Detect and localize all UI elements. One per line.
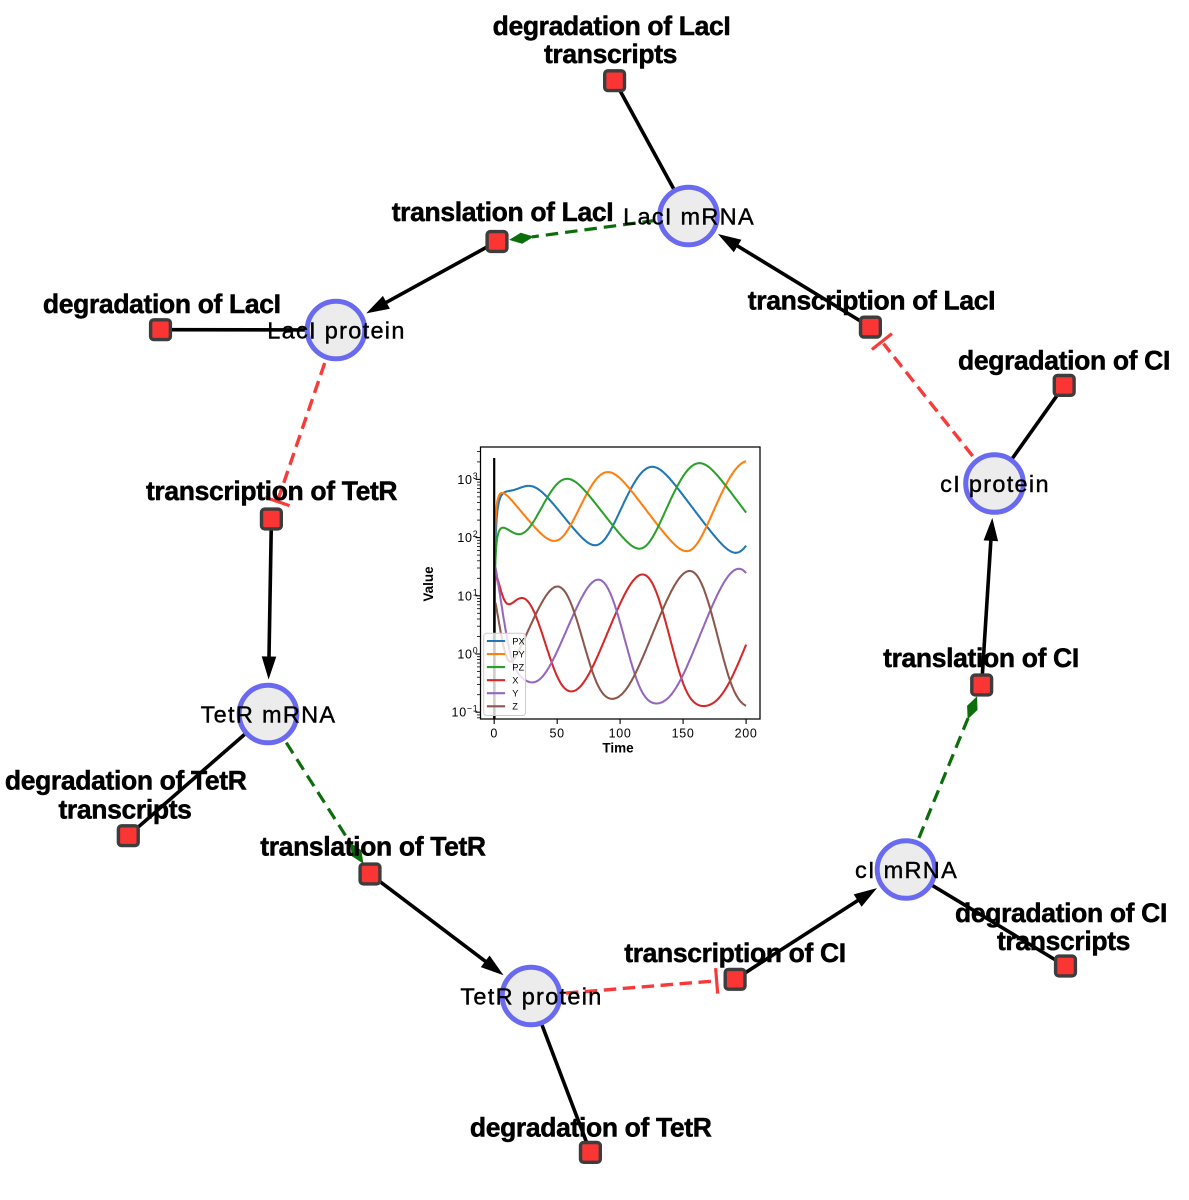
svg-text:LacI mRNA: LacI mRNA [623, 203, 755, 229]
svg-text:Value: Value [421, 566, 436, 602]
svg-text:0: 0 [490, 727, 498, 741]
svg-text:translation of LacI: translation of LacI [392, 197, 614, 227]
svg-text:transcripts: transcripts [58, 795, 191, 825]
svg-text:Z: Z [512, 702, 518, 712]
svg-text:TetR protein: TetR protein [460, 983, 602, 1009]
svg-text:translation of TetR: translation of TetR [260, 832, 486, 862]
svg-text:transcription of LacI: transcription of LacI [748, 286, 995, 316]
svg-text:LacI protein: LacI protein [267, 317, 405, 343]
svg-text:transcription of CI: transcription of CI [624, 938, 846, 968]
svg-text:X: X [512, 676, 518, 686]
svg-text:degradation of CI: degradation of CI [955, 898, 1167, 928]
svg-text:50: 50 [550, 727, 565, 741]
svg-text:transcripts: transcripts [544, 39, 677, 69]
svg-text:degradation of LacI: degradation of LacI [493, 11, 731, 41]
svg-text:102: 102 [457, 529, 478, 545]
svg-text:cI mRNA: cI mRNA [855, 857, 958, 883]
svg-text:degradation of TetR: degradation of TetR [5, 766, 247, 796]
svg-text:PY: PY [512, 650, 524, 660]
svg-text:cI protein: cI protein [940, 471, 1050, 497]
svg-text:transcription of TetR: transcription of TetR [146, 476, 397, 506]
svg-text:101: 101 [457, 587, 478, 603]
svg-text:Time: Time [602, 741, 634, 756]
svg-text:translation of CI: translation of CI [883, 643, 1079, 673]
svg-text:degradation of TetR: degradation of TetR [470, 1113, 712, 1143]
svg-text:150: 150 [672, 727, 695, 741]
svg-text:degradation of CI: degradation of CI [958, 346, 1170, 376]
svg-text:100: 100 [457, 646, 478, 662]
svg-text:Y: Y [512, 689, 518, 699]
svg-text:degradation of LacI: degradation of LacI [43, 289, 281, 319]
svg-text:103: 103 [457, 471, 478, 487]
svg-text:100: 100 [609, 727, 632, 741]
svg-text:PZ: PZ [512, 663, 524, 673]
svg-text:transcripts: transcripts [997, 926, 1130, 956]
svg-text:TetR mRNA: TetR mRNA [201, 701, 337, 727]
svg-text:200: 200 [735, 727, 758, 741]
svg-text:PX: PX [512, 636, 524, 646]
